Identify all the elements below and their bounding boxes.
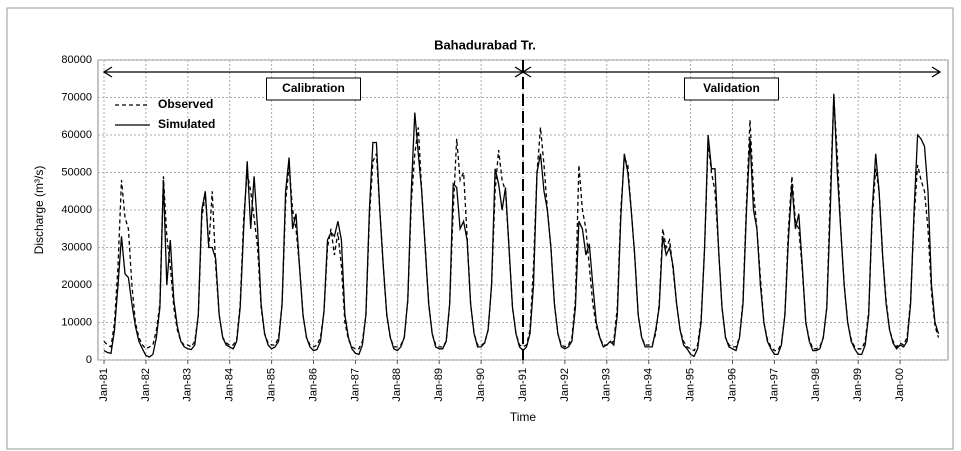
period-box <box>684 77 779 101</box>
arrow-head <box>931 66 942 78</box>
x-tick-label: Jan-97 <box>768 368 780 402</box>
y-tick-label: 10000 <box>61 316 92 328</box>
x-tick-label: Jan-89 <box>433 368 445 402</box>
x-tick-label: Jan-96 <box>726 368 738 402</box>
x-tick-label: Jan-99 <box>852 368 864 402</box>
x-tick-label: Jan-83 <box>182 368 194 402</box>
x-tick-label: Jan-98 <box>810 368 822 402</box>
series-line <box>103 93 940 358</box>
legend-label: Observed <box>158 97 213 111</box>
x-tick-label: Jan-91 <box>517 368 529 402</box>
x-tick-label: Jan-88 <box>391 368 403 402</box>
y-tick-label: 50000 <box>61 166 92 178</box>
y-tick-label: 0 <box>86 354 92 366</box>
x-tick-label: Jan-93 <box>601 368 613 402</box>
x-tick-label: Jan-82 <box>140 368 152 402</box>
x-tick-label: Jan-84 <box>224 368 236 402</box>
y-tick-label: 60000 <box>61 129 92 141</box>
y-tick-label: 40000 <box>61 204 92 216</box>
legend-label: Simulated <box>158 117 215 131</box>
period-label: Validation <box>703 81 760 95</box>
arrow-head <box>102 66 113 78</box>
x-tick-label: Jan-81 <box>98 368 110 402</box>
y-tick-label: 30000 <box>61 241 92 253</box>
y-tick-label: 70000 <box>61 91 92 103</box>
arrow-head <box>521 66 532 78</box>
period-box <box>266 77 361 101</box>
x-tick-label: Jan-94 <box>643 368 655 402</box>
x-axis-label: Time <box>510 410 537 424</box>
x-tick-label: Jan-95 <box>685 368 697 402</box>
x-tick-label: Jan-00 <box>894 368 906 402</box>
x-tick-label: Jan-90 <box>475 368 487 402</box>
x-tick-label: Jan-87 <box>349 368 361 402</box>
y-tick-label: 20000 <box>61 279 92 291</box>
x-tick-label: Jan-86 <box>307 368 319 402</box>
x-tick-label: Jan-92 <box>559 368 571 402</box>
y-tick-label: 80000 <box>61 54 92 66</box>
y-axis-label: Discharge (m³/s) <box>32 166 46 255</box>
period-label: Calibration <box>282 81 345 95</box>
x-tick-label: Jan-85 <box>266 368 278 402</box>
chart-title: Bahadurabad Tr. <box>434 37 536 52</box>
